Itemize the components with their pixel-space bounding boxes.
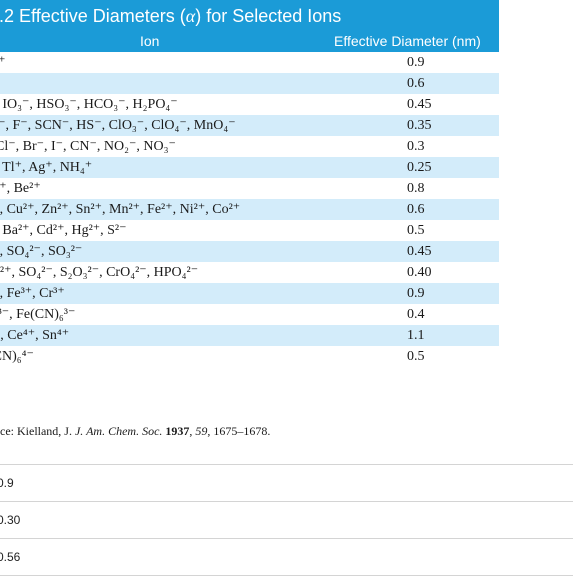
ion-cell: ³⁺, Fe³⁺, Cr³⁺ [0,286,65,301]
table-row: g₂²⁺, SO₄²⁻, S₂O₃²⁻, CrO₄²⁻, HPO₄²⁻ 0.40 [0,262,499,283]
table-row: ²⁺, SO₄²⁻, SO₃²⁻ 0.45 [0,241,499,262]
answer-row[interactable]: 0.9 [0,464,573,501]
ion-cell: ⁴⁺, Ce⁴⁺, Sn⁴⁺ [0,328,70,343]
table-row: ²⁺, Cu²⁺, Zn²⁺, Sn²⁺, Mn²⁺, Fe²⁺, Ni²⁺, … [0,199,499,220]
ion-cell: H⁻, F⁻, SCN⁻, HS⁻, ClO₃⁻, ClO₄⁻, MnO₄⁻ [0,118,236,133]
diameter-cell: 0.6 [407,202,425,217]
ion-cell: O⁺ [0,55,6,70]
column-header-diameter: Effective Diameter (nm) [334,33,481,49]
diameter-cell: 0.8 [407,181,425,196]
diameter-cell: 0.5 [407,223,425,238]
table-header: ble 6.2 Effective Diameters (α) for Sele… [0,0,499,52]
diameter-cell: 0.4 [407,307,425,322]
ion-cell: ⁺, IO₃⁻, HSO₃⁻, HCO₃⁻, H₂PO₄⁻ [0,97,178,112]
answer-value: 0.9 [0,476,14,490]
diameter-cell: 0.45 [407,244,432,259]
table-row: H⁻, F⁻, SCN⁻, HS⁻, ClO₃⁻, ClO₄⁻, MnO₄⁻ 0.… [0,115,499,136]
diameter-cell: 0.25 [407,160,432,175]
source-prefix: ce: Kielland, J. [0,424,75,438]
ion-cell: ⁺, Ba²⁺, Cd²⁺, Hg²⁺, S²⁻ [0,223,127,238]
table-row: ⁺, Ba²⁺, Cd²⁺, Hg²⁺, S²⁻ 0.5 [0,220,499,241]
diameter-cell: 0.9 [407,286,425,301]
table-row: (CN)₆⁴⁻ 0.5 [0,346,499,367]
table-body: O⁺ 0.9 ⁻0.6 ⁺, IO₃⁻, HSO₃⁻, HCO₃⁻, H₂PO₄⁻ 0.… [0,52,499,367]
ion-cell: g²⁺, Be²⁺ [0,181,41,196]
table-row: O⁺ 0.9 [0,52,499,73]
caption-suffix: ) for Selected Ions [195,6,342,26]
ion-cell: ⁺, Tl⁺, Ag⁺, NH₄⁺ [0,160,93,175]
table-source: ce: Kielland, J. J. Am. Chem. Soc. 1937,… [0,424,271,438]
source-journal: J. Am. Chem. Soc. [74,424,163,438]
diameter-cell: 0.9 [407,55,425,70]
diameter-cell: 0.45 [407,97,432,112]
answer-row[interactable]: 0.30 [0,501,573,538]
ion-cell: g₂²⁺, SO₄²⁻, S₂O₃²⁻, CrO₄²⁻, HPO₄²⁻ [0,265,199,280]
table-row: ⁺, Tl⁺, Ag⁺, NH₄⁺ 0.25 [0,157,499,178]
source-volume: 59 [195,424,208,438]
diameter-cell: 0.5 [407,349,425,364]
diameter-cell: 0.3 [407,139,425,154]
table-row: ⁴⁺, Ce⁴⁺, Sn⁴⁺ 1.1 [0,325,499,346]
answer-value: 0.30 [0,513,21,527]
diameter-cell: 0.35 [407,118,432,133]
ion-cell: (CN)₆⁴⁻ [0,349,34,364]
table-row: ⁺, IO₃⁻, HSO₃⁻, HCO₃⁻, H₂PO₄⁻ 0.45 [0,94,499,115]
source-pages: , 1675–1678. [207,424,271,438]
answer-list: 0.9 0.30 0.56 [0,464,573,576]
source-year: 1937 [165,424,190,438]
diameter-cell: 0.40 [407,265,432,280]
column-header-ion: Ion [140,33,160,49]
caption-prefix: ble 6.2 Effective Diameters ( [0,6,186,26]
table-row: g²⁺, Be²⁺ 0.8 [0,178,499,199]
table-row: ⁻0.6 [0,73,499,94]
caption-symbol: α [185,6,196,26]
ion-cell: , Cl⁻, Br⁻, I⁻, CN⁻, NO₂⁻, NO₃⁻ [0,139,176,154]
table-row: ³⁺, Fe³⁺, Cr³⁺ 0.9 [0,283,499,304]
ion-cell: ²⁺, SO₄²⁻, SO₃²⁻ [0,244,83,259]
answer-row[interactable]: 0.56 [0,538,573,576]
table-caption: ble 6.2 Effective Diameters (α) for Sele… [0,6,341,27]
diameter-cell: 1.1 [407,328,425,343]
ion-cell: ²⁺, Cu²⁺, Zn²⁺, Sn²⁺, Mn²⁺, Fe²⁺, Ni²⁺, … [0,202,241,217]
ion-cell: )₄³⁻, Fe(CN)₆³⁻ [0,307,76,322]
table-row: )₄³⁻, Fe(CN)₆³⁻ 0.4 [0,304,499,325]
table-row: , Cl⁻, Br⁻, I⁻, CN⁻, NO₂⁻, NO₃⁻ 0.3 [0,136,499,157]
diameter-cell: 0.6 [407,76,425,91]
answer-value: 0.56 [0,550,21,564]
